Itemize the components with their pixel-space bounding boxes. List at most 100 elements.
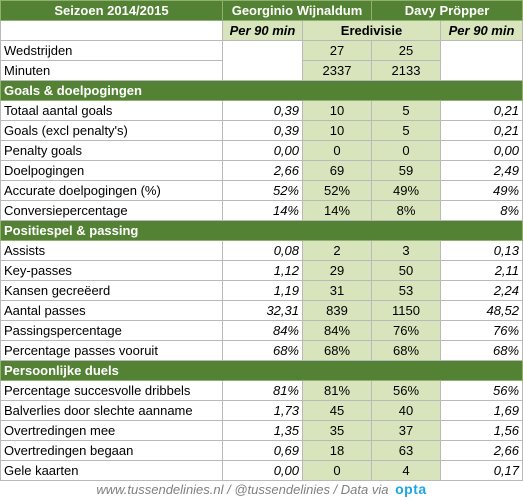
subheader-blank — [0, 20, 223, 41]
value-player1: 2 — [301, 240, 373, 261]
stat-row: Accurate doelpogingen (%) 52% 52% 49% 49% — [0, 180, 523, 201]
season-title: Seizoen 2014/2015 — [0, 0, 223, 21]
row-label: Overtredingen begaan — [0, 440, 223, 461]
per90-player2: 0,17 — [440, 460, 523, 481]
row-label: Balverlies door slechte aanname — [0, 400, 223, 421]
per90-player1: 14% — [222, 200, 303, 221]
stat-row: Conversiepercentage 14% 14% 8% 8% — [0, 200, 523, 221]
value-player2: 40 — [371, 400, 442, 421]
row-label: Percentage succesvolle dribbels — [0, 380, 223, 401]
per90-left-header: Per 90 min — [222, 20, 303, 41]
stats-table: Seizoen 2014/2015 Georginio Wijnaldum Da… — [0, 0, 523, 481]
value-player2: 25 — [371, 40, 442, 61]
per90-player2: 2,66 — [440, 440, 523, 461]
value-player2: 37 — [371, 420, 442, 441]
row-label: Assists — [0, 240, 223, 261]
section-title: Goals & doelpogingen — [0, 80, 523, 101]
row-label: Kansen gecreëerd — [0, 280, 223, 301]
per90-player2: 1,69 — [440, 400, 523, 421]
per90-player1: 0,39 — [222, 100, 303, 121]
value-player1: 2337 — [301, 60, 373, 81]
per90-player1: 81% — [222, 380, 303, 401]
stat-row: Overtredingen mee 1,35 35 37 1,56 — [0, 420, 523, 441]
per90-player2: 1,56 — [440, 420, 523, 441]
per90-player2: 2,24 — [440, 280, 523, 301]
stat-row: Gele kaarten 0,00 0 4 0,17 — [0, 460, 523, 481]
section-title: Positiespel & passing — [0, 220, 523, 241]
per90-player1: 84% — [222, 320, 303, 341]
per90-player2: 0,00 — [440, 140, 523, 161]
value-player2: 59 — [371, 160, 442, 181]
row-label: Gele kaarten — [0, 460, 223, 481]
stat-row: Doelpogingen 2,66 69 59 2,49 — [0, 160, 523, 181]
value-player1: 45 — [301, 400, 373, 421]
per90-player1: 32,31 — [222, 300, 303, 321]
per90-player1: 68% — [222, 340, 303, 361]
per90-player2: 48,52 — [440, 300, 523, 321]
per90-player1: 0,69 — [222, 440, 303, 461]
value-player2: 2133 — [371, 60, 442, 81]
per90-player2: 56% — [440, 380, 523, 401]
per90-player1: 0,08 — [222, 240, 303, 261]
value-player1: 68% — [301, 340, 373, 361]
player2-name: Davy Pröpper — [371, 0, 523, 21]
per90-player1: 1,35 — [222, 420, 303, 441]
value-player2: 5 — [371, 100, 442, 121]
row-label: Accurate doelpogingen (%) — [0, 180, 223, 201]
per90-player1: 0,00 — [222, 140, 303, 161]
competition-header: Eredivisie — [301, 20, 442, 41]
value-player2: 3 — [371, 240, 442, 261]
section-title: Persoonlijke duels — [0, 360, 523, 381]
row-label: Penalty goals — [0, 140, 223, 161]
stat-row: Totaal aantal goals 0,39 10 5 0,21 — [0, 100, 523, 121]
per90-player1: 1,12 — [222, 260, 303, 281]
value-player2: 0 — [371, 140, 442, 161]
stat-row: Percentage passes vooruit 68% 68% 68% 68% — [0, 340, 523, 361]
per90-player2: 76% — [440, 320, 523, 341]
per90-player2: 68% — [440, 340, 523, 361]
row-label: Percentage passes vooruit — [0, 340, 223, 361]
row-label: Doelpogingen — [0, 160, 223, 181]
value-player1: 35 — [301, 420, 373, 441]
per90-player2: 2,11 — [440, 260, 523, 281]
value-player1: 839 — [301, 300, 373, 321]
value-player1: 81% — [301, 380, 373, 401]
section-header-row: Goals & doelpogingen — [0, 80, 523, 101]
stat-row: Kansen gecreëerd 1,19 31 53 2,24 — [0, 280, 523, 301]
stat-row: Balverlies door slechte aanname 1,73 45 40 1… — [0, 400, 523, 421]
value-player1: 52% — [301, 180, 373, 201]
value-player2: 49% — [371, 180, 442, 201]
per90-player2: 0,13 — [440, 240, 523, 261]
per90-player1: 52% — [222, 180, 303, 201]
stat-row: Assists 0,08 2 3 0,13 — [0, 240, 523, 261]
value-player1: 14% — [301, 200, 373, 221]
per90-player1: 0,39 — [222, 120, 303, 141]
row-label: Conversiepercentage — [0, 200, 223, 221]
value-player1: 69 — [301, 160, 373, 181]
value-player2: 63 — [371, 440, 442, 461]
stat-row: Passingspercentage 84% 84% 76% 76% — [0, 320, 523, 341]
per90-player2: 2,49 — [440, 160, 523, 181]
footer: www.tussendelinies.nl / @tussendelinies … — [0, 481, 523, 501]
footer-credits: www.tussendelinies.nl / @tussendelinies … — [96, 482, 389, 497]
row-label: Totaal aantal goals — [0, 100, 223, 121]
row-label: Goals (excl penalty's) — [0, 120, 223, 141]
subheader-row: Per 90 min Eredivisie Per 90 min — [0, 20, 523, 41]
value-player2: 53 — [371, 280, 442, 301]
per90-right-empty — [440, 40, 523, 81]
value-player1: 27 — [301, 40, 373, 61]
per90-player2: 8% — [440, 200, 523, 221]
row-label: Key-passes — [0, 260, 223, 281]
row-label: Wedstrijden — [0, 40, 223, 61]
value-player2: 8% — [371, 200, 442, 221]
per90-right-header: Per 90 min — [440, 20, 523, 41]
per90-player2: 49% — [440, 180, 523, 201]
stat-row: Key-passes 1,12 29 50 2,11 — [0, 260, 523, 281]
stat-row: Goals (excl penalty's) 0,39 10 5 0,21 — [0, 120, 523, 141]
value-player1: 29 — [301, 260, 373, 281]
player1-name: Georginio Wijnaldum — [221, 0, 373, 21]
value-player2: 1150 — [371, 300, 442, 321]
value-player2: 56% — [371, 380, 442, 401]
value-player2: 68% — [371, 340, 442, 361]
stat-row: Overtredingen begaan 0,69 18 63 2,66 — [0, 440, 523, 461]
